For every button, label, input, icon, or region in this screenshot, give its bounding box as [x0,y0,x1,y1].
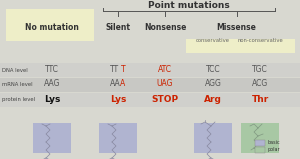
Bar [186,39,295,53]
Bar [6,9,94,41]
Text: Nonsense: Nonsense [144,23,186,31]
Bar [33,123,71,153]
Text: polar: polar [267,148,280,152]
Text: AAG: AAG [44,80,60,89]
Bar [99,123,137,153]
Bar [255,140,265,146]
Bar [0,63,300,77]
Bar [0,78,300,92]
Bar [241,123,279,153]
Text: TCC: TCC [206,66,220,75]
Text: Arg: Arg [204,94,222,104]
Bar [0,93,300,107]
Text: Point mutations: Point mutations [148,1,230,10]
Text: ACG: ACG [252,80,268,89]
Text: Lys: Lys [110,94,126,104]
Text: DNA level: DNA level [2,68,28,73]
Text: AA: AA [110,80,120,89]
Text: ATC: ATC [158,66,172,75]
Text: TGC: TGC [252,66,268,75]
Text: STOP: STOP [152,94,178,104]
Text: Lys: Lys [44,94,60,104]
Text: T: T [121,66,125,75]
Text: non-conservative: non-conservative [237,38,283,44]
Text: A: A [120,80,126,89]
Text: TTC: TTC [45,66,59,75]
Text: protein level: protein level [2,97,35,101]
Text: conservative: conservative [196,38,230,44]
Bar [0,63,300,77]
Bar [255,147,265,153]
Text: basic: basic [267,141,280,145]
Text: AGG: AGG [205,80,221,89]
Text: TT: TT [110,66,120,75]
Text: Thr: Thr [251,94,268,104]
Text: No mutation: No mutation [25,23,79,31]
Bar [194,123,232,153]
Bar [0,93,300,107]
Text: mRNA level: mRNA level [2,82,33,86]
Text: Missense: Missense [217,23,256,31]
Text: Silent: Silent [106,23,130,31]
Text: UAG: UAG [157,80,173,89]
